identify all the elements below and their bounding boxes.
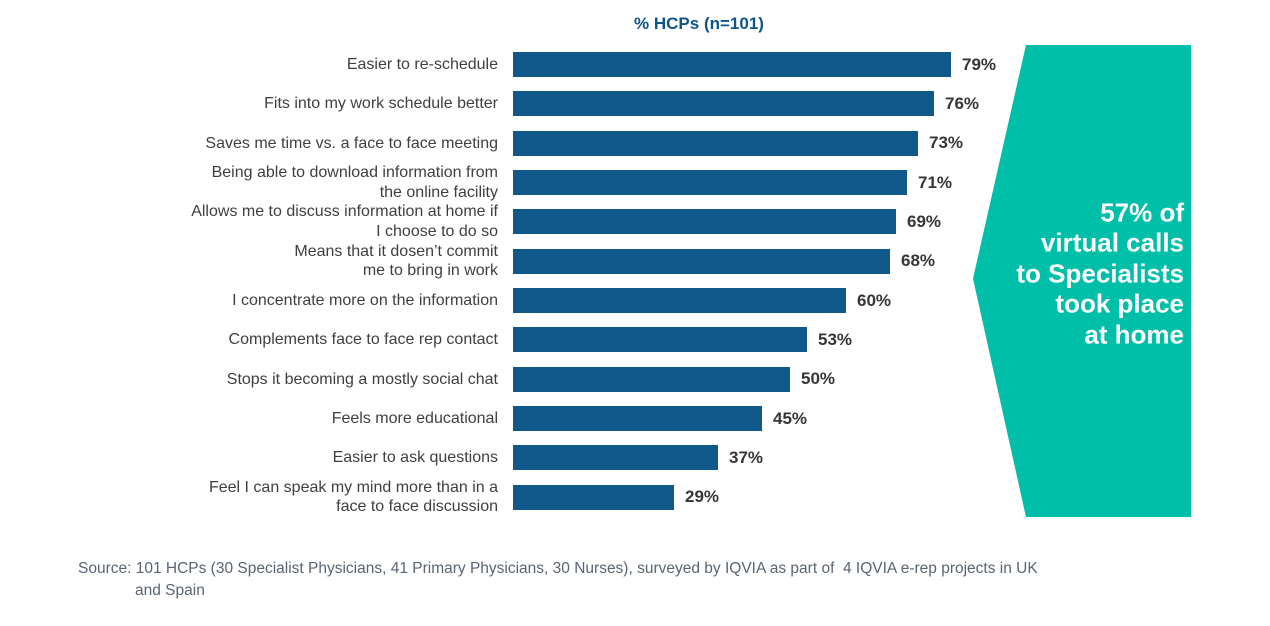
bar [513,366,790,392]
bar [513,52,951,78]
category-label: Stops it becoming a mostly social chat [226,370,498,388]
chart-row: Stops it becoming a mostly social chat 5… [0,360,1000,399]
value-label: 71% [918,172,953,192]
value-label: 79% [962,54,997,74]
category-label: Complements face to face rep contact [228,331,498,349]
category-label: Feel I can speak my mind more than in a … [208,478,498,516]
value-label: 37% [729,447,764,467]
bar-track: 76% [513,91,1000,117]
bar-track: 79% [513,52,1000,78]
bar-track: 50% [513,366,1000,392]
category-label: Feels more educational [331,409,498,427]
bar-track: 68% [513,248,1000,274]
value-label: 53% [818,329,853,349]
bar [513,327,807,353]
chart-row: Saves me time vs. a face to face meeting… [0,124,1000,163]
bar-track: 71% [513,170,1000,196]
value-label: 73% [929,133,964,153]
chart-row: Means that it dosen’t commit me to bring… [0,242,1000,281]
value-label: 29% [685,487,720,507]
bar [513,445,718,471]
bar-track: 45% [513,406,1000,432]
category-label: I concentrate more on the information [232,291,498,309]
callout-arrow-shape: 57% of virtual calls to Specialists took… [973,45,1191,517]
category-label: Being able to download information from … [211,164,498,201]
bar-track: 69% [513,209,1000,235]
value-label: 45% [773,408,808,428]
bar [513,248,890,274]
chart-row: Easier to ask questions 37% [0,438,1000,477]
bar [513,209,896,235]
value-label: 69% [907,211,942,231]
category-label: Means that it dosen’t commit me to bring… [294,242,498,280]
bar [513,406,762,432]
chart-row: Feel I can speak my mind more than in a … [0,478,1000,517]
bar [513,484,674,510]
chart-row: Feels more educational 45% [0,399,1000,438]
chart-row: Complements face to face rep contact 53% [0,320,1000,359]
bar-track: 73% [513,130,1000,156]
chart-title: % HCPs (n=101) [634,14,764,33]
source-note: Source: 101 HCPs (30 Specialist Physicia… [78,560,1038,600]
category-label: Easier to re-schedule [346,55,498,73]
value-label: 76% [945,93,980,113]
value-label: 60% [857,290,892,310]
value-label: 50% [801,369,836,389]
bar-track: 53% [513,327,1000,353]
bar-track: 37% [513,445,1000,471]
bar-track: 29% [513,484,1000,510]
bar [513,288,846,314]
chart-row: Easier to re-schedule 79% [0,45,1000,84]
category-label: Saves me time vs. a face to face meeting [205,134,498,152]
chart-row: Being able to download information from … [0,163,1000,202]
bar [513,130,918,156]
value-label: 68% [901,251,936,271]
bar-track: 60% [513,288,1000,314]
bar [513,170,907,196]
category-label: Fits into my work schedule better [264,95,498,113]
chart-row: I concentrate more on the information 60… [0,281,1000,320]
bar [513,91,934,117]
chart-row: Fits into my work schedule better 76% [0,84,1000,123]
chart-rows: Easier to re-schedule 79% Fits into my w… [0,45,1000,517]
category-label: Easier to ask questions [332,449,498,467]
callout-text: 57% of virtual calls to Specialists took… [1016,197,1184,350]
category-label: Allows me to discuss information at home… [191,203,498,240]
chart-row: Allows me to discuss information at home… [0,202,1000,241]
